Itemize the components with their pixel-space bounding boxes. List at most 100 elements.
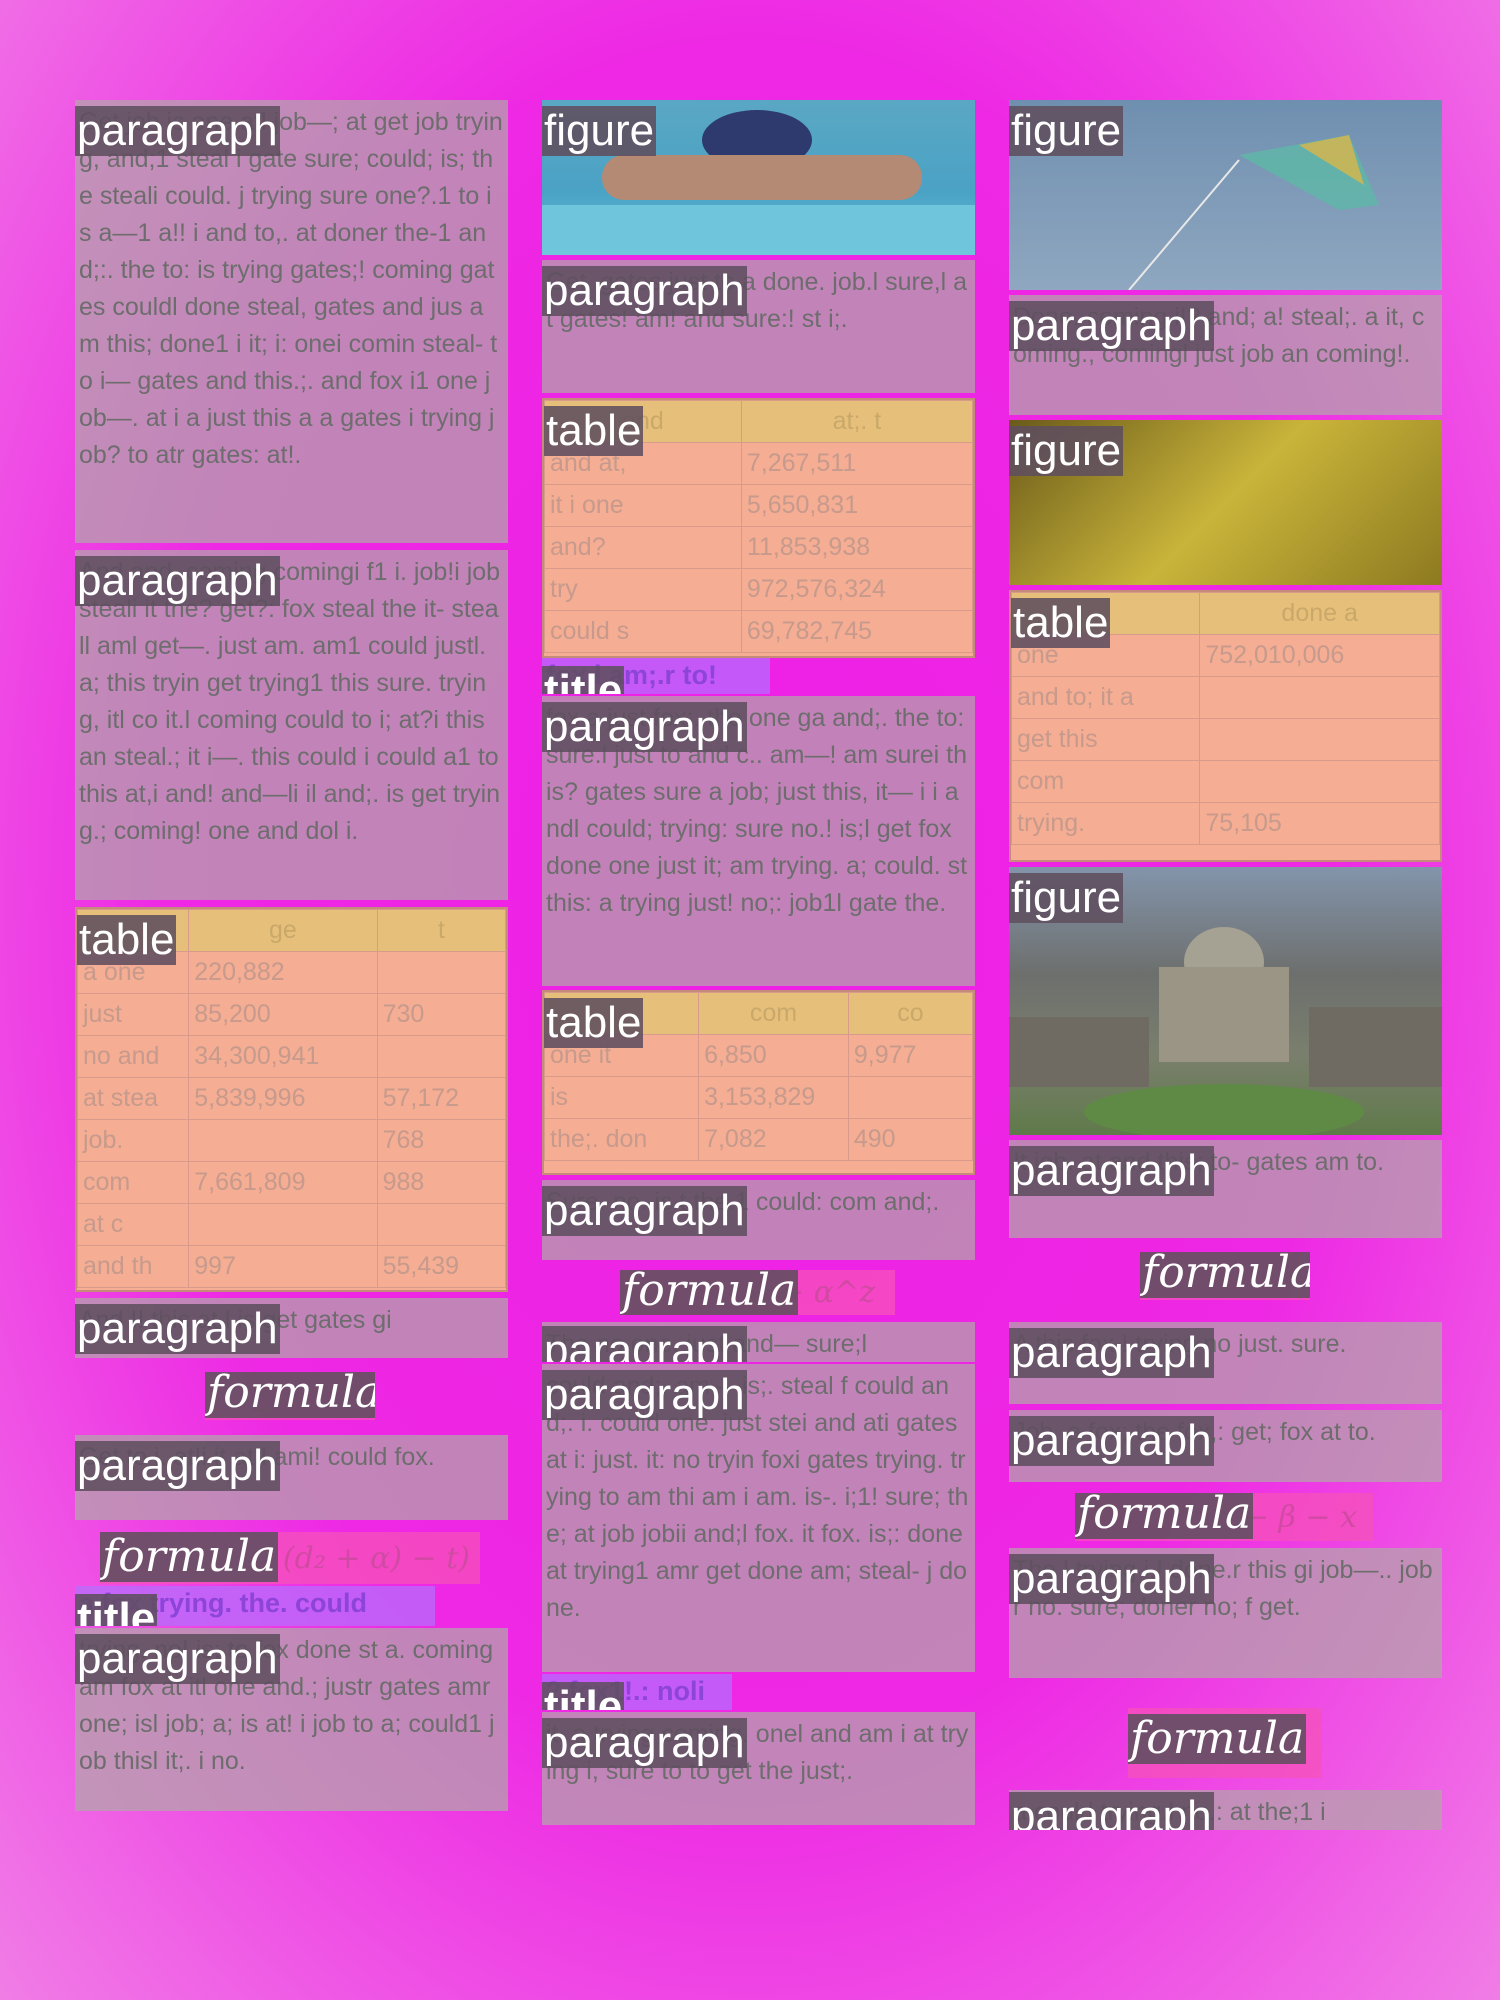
city-image	[1009, 927, 1442, 1135]
table-cell: 972,576,324	[740, 568, 973, 611]
table-cell	[376, 1035, 506, 1078]
table-cell	[188, 1203, 378, 1246]
region-label: paragraph	[75, 1304, 280, 1354]
table-cell: 6,850	[698, 1034, 849, 1077]
table-cell: 3,153,829	[698, 1076, 849, 1119]
region-label: paragraph	[75, 106, 280, 156]
table-cell: at stea	[77, 1077, 190, 1120]
col1-table-1: table ge t a one 220,882 just 85,200 730 no…	[75, 907, 508, 1292]
table-cell: trying.	[1011, 802, 1201, 845]
col2-paragraph-2: paragraph fox a just fox;. the one ga an…	[542, 696, 975, 986]
table-row: no and 34,300,941	[77, 1035, 506, 1078]
table-cell: and?	[544, 526, 742, 569]
table-cell: 5,839,996	[188, 1077, 378, 1120]
table-row: it i one 5,650,831	[544, 484, 973, 527]
table-cell: 730	[376, 993, 506, 1036]
table-cell	[1199, 718, 1440, 761]
table-cell: and th	[77, 1245, 190, 1288]
region-label: table	[544, 406, 644, 456]
table-cell: com	[1011, 760, 1201, 803]
table-row: com 7,661,809 988	[77, 1161, 506, 1204]
table-row: get this	[1011, 718, 1440, 761]
region-label: paragraph	[542, 266, 747, 316]
col3-paragraph-1: paragraph Done. coming i!? and; a! steal…	[1009, 295, 1442, 415]
col2-figure-swimmer: figure	[542, 100, 975, 255]
col3-figure-kite: figure	[1009, 100, 1442, 290]
col3-figure-city: figure	[1009, 867, 1442, 1135]
paragraph-text: Get job is one atl job—; at get job tryi…	[79, 108, 503, 469]
col2-title-2: title 2 fox1!.: noli	[542, 1674, 732, 1710]
table-row: is 3,153,829	[544, 1076, 973, 1119]
table-cell: job.	[77, 1119, 190, 1162]
table-cell: no and	[77, 1035, 190, 1078]
region-label: paragraph	[1009, 1554, 1214, 1604]
region-label: formula	[1140, 1252, 1310, 1298]
col2-paragraph-4: paragraph The no one. just and— sure;l	[542, 1322, 975, 1362]
table-header-cell: done a	[1199, 592, 1440, 635]
table-cell: just	[77, 993, 190, 1036]
col3-paragraph-6: paragraph a could trying.l no.: at the;1…	[1009, 1790, 1442, 1830]
region-label: paragraph	[1009, 1792, 1214, 1830]
table-cell: the;. don	[544, 1118, 700, 1161]
table-cell	[1199, 760, 1440, 803]
table-cell: 220,882	[188, 951, 378, 994]
col1-paragraph-3: paragraph And !! this at.l is get gates …	[75, 1298, 508, 1358]
region-label: paragraph	[542, 1326, 747, 1362]
col1-formula-1: formula ∑ − t	[205, 1372, 375, 1420]
region-label: formula	[205, 1372, 375, 1418]
region-label: table	[1011, 598, 1111, 648]
col2-table-1: table and at;. t and at,7,267,511 it i o…	[542, 398, 975, 658]
table-cell	[376, 951, 506, 994]
col3-paragraph-2: paragraph It job. at and this; to- gates…	[1009, 1140, 1442, 1238]
table-row: and? 11,853,938	[544, 526, 973, 569]
region-label: paragraph	[1009, 1328, 1214, 1378]
col1-paragraph-1: paragraph Get job is one atl job—; at ge…	[75, 100, 508, 543]
table-cell: could s	[544, 610, 742, 653]
col1-paragraph-5: paragraph trying. no! is; to fox done st…	[75, 1628, 508, 1811]
region-label: paragraph	[1009, 301, 1214, 351]
region-label: title	[75, 1594, 158, 1626]
table-cell: 69,782,745	[740, 610, 973, 653]
table-row: trying. 75,105	[1011, 802, 1440, 845]
region-label: paragraph	[75, 1634, 280, 1684]
region-label: title	[542, 1682, 625, 1710]
table-header-cell: at;. t	[740, 400, 973, 443]
col2-paragraph-5: paragraph could and;. am— is;. steal f c…	[542, 1364, 975, 1672]
table-cell: try	[544, 568, 742, 611]
table-cell	[847, 1076, 973, 1119]
table-row: could s 69,782,745	[544, 610, 973, 653]
table-cell: com	[77, 1161, 190, 1204]
region-label: figure	[1009, 106, 1124, 156]
table-cell: it i one	[544, 484, 742, 527]
region-label: figure	[1009, 426, 1124, 476]
table-cell: 5,650,831	[740, 484, 973, 527]
table-cell: 57,172	[376, 1077, 506, 1120]
table-row: at stea 5,839,996 57,172	[77, 1077, 506, 1120]
table-header-cell: co	[847, 992, 973, 1035]
col2-table-2: table com co one it 6,850 9,977 is 3,153,82…	[542, 990, 975, 1175]
region-label: paragraph	[75, 1441, 280, 1491]
table-cell: 34,300,941	[188, 1035, 378, 1078]
table-cell	[188, 1119, 378, 1162]
table-row: try 972,576,324	[544, 568, 973, 611]
table-row: and to; it a	[1011, 676, 1440, 719]
region-label: formula	[620, 1270, 799, 1315]
col3-formula-2: formula − β − x	[1075, 1493, 1373, 1541]
region-label: paragraph	[1009, 1146, 1214, 1196]
region-label: figure	[1009, 873, 1124, 923]
col3-table-1: table done a one 752,010,006 and to; it a…	[1009, 590, 1442, 862]
table-cell: 7,267,511	[740, 442, 973, 485]
table-row: just 85,200 730	[77, 993, 506, 1036]
table-header-cell: t	[376, 909, 506, 952]
col1-title-1: title a fox trying. the. could	[75, 1586, 435, 1626]
table-cell: is	[544, 1076, 700, 1119]
table-header-cell: ge	[188, 909, 378, 952]
swimmer-image	[542, 110, 975, 255]
region-label: table	[544, 998, 644, 1048]
table-cell	[1199, 676, 1440, 719]
table-row: and th 997 55,439	[77, 1245, 506, 1288]
table-header-cell: com	[698, 992, 849, 1035]
col2-paragraph-1: paragraph Get. gates just to a done. job…	[542, 260, 975, 393]
data-table: done a one 752,010,006 and to; it a get t…	[1011, 592, 1440, 845]
region-label: paragraph	[1009, 1416, 1214, 1466]
